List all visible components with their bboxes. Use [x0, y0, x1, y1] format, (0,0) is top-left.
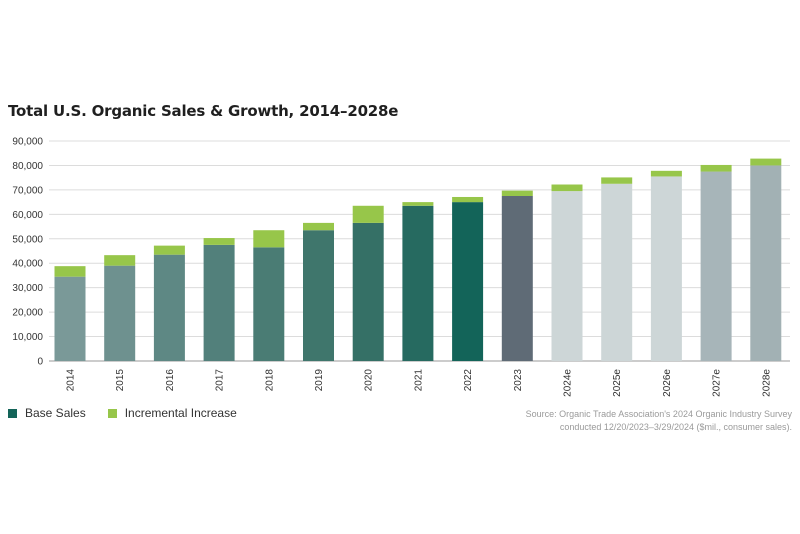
bar-increment-2028e — [750, 158, 782, 166]
legend-swatch-incremental — [107, 408, 117, 418]
bar-increment-2018 — [253, 230, 285, 248]
bar-base-2028e — [750, 165, 782, 361]
bar-increment-2015 — [104, 255, 136, 266]
bars — [54, 158, 782, 361]
bar-base-2023 — [501, 196, 533, 361]
source-line-1: Source: Organic Trade Association's 2024… — [525, 409, 792, 419]
x-tick-label: 2023 — [513, 369, 524, 392]
x-tick-label: 2028e — [761, 369, 772, 397]
x-tick-label: 2018 — [264, 369, 275, 392]
bar-increment-2023 — [501, 190, 533, 196]
x-tick-label: 2024e — [563, 369, 574, 397]
bar-base-2015 — [104, 265, 136, 361]
legend-item-incremental: Incremental Increase — [107, 406, 237, 420]
bar-base-2017 — [203, 244, 235, 361]
x-tick-label: 2015 — [115, 369, 126, 392]
bar-base-2014 — [54, 276, 86, 361]
x-axis: 2014 2015 2016 2017 2018 2019 2020 2021 2022 2023… — [66, 369, 773, 397]
bar-increment-2019 — [303, 222, 334, 231]
bar-base-2019 — [303, 230, 334, 361]
bar-base-2016 — [153, 254, 185, 361]
y-tick-label: 50,000 — [12, 234, 43, 245]
bar-increment-2020 — [352, 205, 384, 223]
bar-increment-2025e — [601, 177, 633, 184]
y-tick-label: 70,000 — [12, 185, 43, 196]
y-tick-label: 90,000 — [12, 137, 43, 148]
y-tick-label: 0 — [37, 357, 43, 368]
y-tick-label: 40,000 — [12, 259, 43, 270]
y-tick-label: 20,000 — [12, 308, 43, 319]
x-tick-label: 2025e — [612, 369, 623, 397]
source-note: Source: Organic Trade Association's 2024… — [526, 408, 792, 434]
x-tick-label: 2022 — [463, 369, 474, 392]
source-line-2: conducted 12/20/2023–3/29/2024 ($mil., c… — [559, 422, 792, 432]
bar-increment-2014 — [54, 266, 86, 277]
bar-base-2022 — [452, 202, 484, 361]
bar-increment-2026e — [650, 170, 682, 177]
x-tick-label: 2017 — [215, 369, 226, 392]
bar-increment-2021 — [402, 202, 434, 206]
bar-base-2020 — [352, 222, 384, 361]
x-tick-label: 2014 — [66, 369, 77, 392]
bar-increment-2016 — [153, 245, 185, 255]
legend: Base Sales Incremental Increase — [8, 406, 237, 420]
x-tick-label: 2016 — [165, 369, 176, 392]
bar-increment-2027e — [700, 164, 732, 172]
bar-base-2018 — [253, 247, 285, 361]
bar-increment-2022 — [452, 196, 484, 203]
bar-increment-2024e — [551, 184, 583, 192]
chart-title: Total U.S. Organic Sales & Growth, 2014–… — [8, 102, 399, 120]
y-tick-label: 10,000 — [12, 332, 43, 343]
x-tick-label: 2019 — [314, 369, 325, 392]
y-tick-label: 30,000 — [12, 283, 43, 294]
legend-label-incremental: Incremental Increase — [124, 406, 237, 420]
bar-base-2021 — [402, 205, 434, 361]
legend-label-base: Base Sales — [25, 406, 86, 420]
y-axis: 0 10,000 20,000 30,000 40,000 50,000 60,000 70,… — [12, 137, 43, 368]
bar-increment-2017 — [203, 238, 235, 245]
bar-base-2026e — [650, 176, 682, 361]
bar-base-2024e — [551, 191, 583, 361]
y-tick-label: 80,000 — [12, 161, 43, 172]
y-tick-label: 60,000 — [12, 210, 43, 221]
legend-swatch-base — [8, 408, 17, 418]
x-tick-label: 2027e — [712, 369, 723, 397]
legend-item-base-sales: Base Sales — [8, 406, 86, 420]
x-tick-label: 2026e — [662, 369, 673, 397]
bar-base-2025e — [601, 183, 633, 361]
bar-base-2027e — [700, 171, 732, 361]
x-tick-label: 2021 — [413, 369, 424, 392]
x-tick-label: 2020 — [364, 369, 375, 392]
